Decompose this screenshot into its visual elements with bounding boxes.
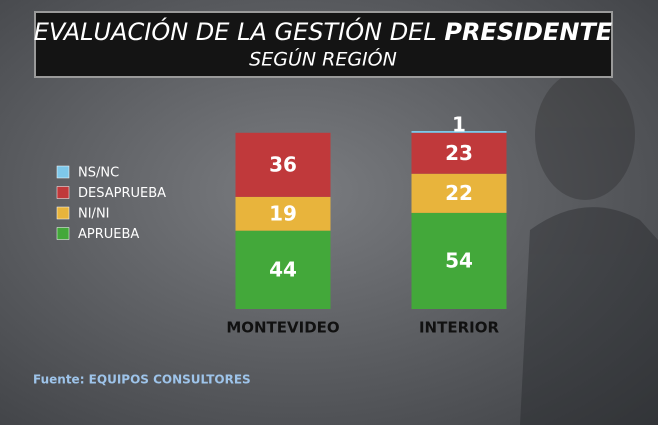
legend-label: DESAPRUEBA (78, 186, 166, 201)
chart-subtitle: SEGÚN REGIÓN (249, 47, 397, 71)
value-label: 22 (445, 181, 473, 205)
value-label: 44 (269, 257, 297, 281)
bar-segment (411, 173, 507, 213)
legend-label: NS/NC (78, 166, 119, 181)
x-tick-label: MONTEVIDEO (226, 319, 339, 337)
legend-swatch (56, 227, 70, 240)
bar-segment (411, 212, 507, 309)
legend-label: NI/NI (78, 207, 110, 222)
chart-title: EVALUACIÓN DE LA GESTIÓN DEL PRESIDENTE (34, 16, 613, 46)
bar-segment (235, 132, 331, 197)
bar-segment (235, 196, 331, 231)
x-tick-label: INTERIOR (419, 319, 499, 337)
value-label: 36 (269, 152, 297, 176)
value-label: 23 (445, 141, 473, 165)
bar-segment (235, 230, 331, 309)
title-box (34, 11, 613, 78)
value-label: 1 (452, 113, 466, 137)
source: Fuente: EQUIPOS CONSULTORES (33, 373, 251, 387)
value-label: 54 (445, 248, 473, 272)
value-label: 19 (269, 201, 297, 225)
legend-label: APRUEBA (78, 227, 139, 242)
legend-swatch (56, 186, 70, 199)
title-text: EVALUACIÓN DE LA GESTIÓN DEL (34, 16, 437, 46)
bar-segment (411, 132, 507, 174)
bar-segment (411, 131, 507, 133)
legend-swatch (56, 206, 70, 220)
photo-silhouette (520, 70, 658, 425)
legend-swatch (56, 165, 70, 179)
title-bold: PRESIDENTE (444, 18, 612, 46)
